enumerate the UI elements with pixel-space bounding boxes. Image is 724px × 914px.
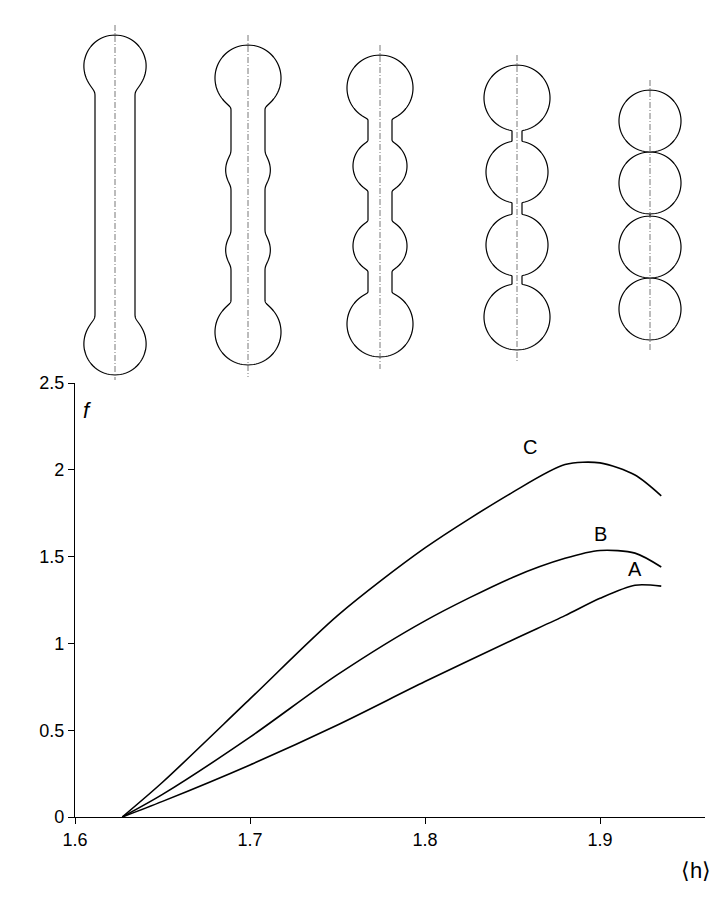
svg-text:1.7: 1.7 [237, 830, 262, 850]
svg-text:f: f [83, 398, 92, 423]
svg-text:0.5: 0.5 [39, 721, 64, 741]
svg-text:B: B [594, 523, 607, 545]
svg-text:1.5: 1.5 [39, 547, 64, 567]
svg-text:2.5: 2.5 [39, 373, 64, 393]
svg-text:1: 1 [54, 634, 64, 654]
svg-text:1.6: 1.6 [62, 830, 87, 850]
svg-text:1.8: 1.8 [412, 830, 437, 850]
svg-text:2: 2 [54, 460, 64, 480]
svg-text:⟨h⟩: ⟨h⟩ [681, 858, 711, 883]
svg-text:C: C [523, 436, 537, 458]
svg-text:A: A [628, 558, 642, 580]
svg-text:1.9: 1.9 [587, 830, 612, 850]
svg-text:0: 0 [54, 807, 64, 827]
